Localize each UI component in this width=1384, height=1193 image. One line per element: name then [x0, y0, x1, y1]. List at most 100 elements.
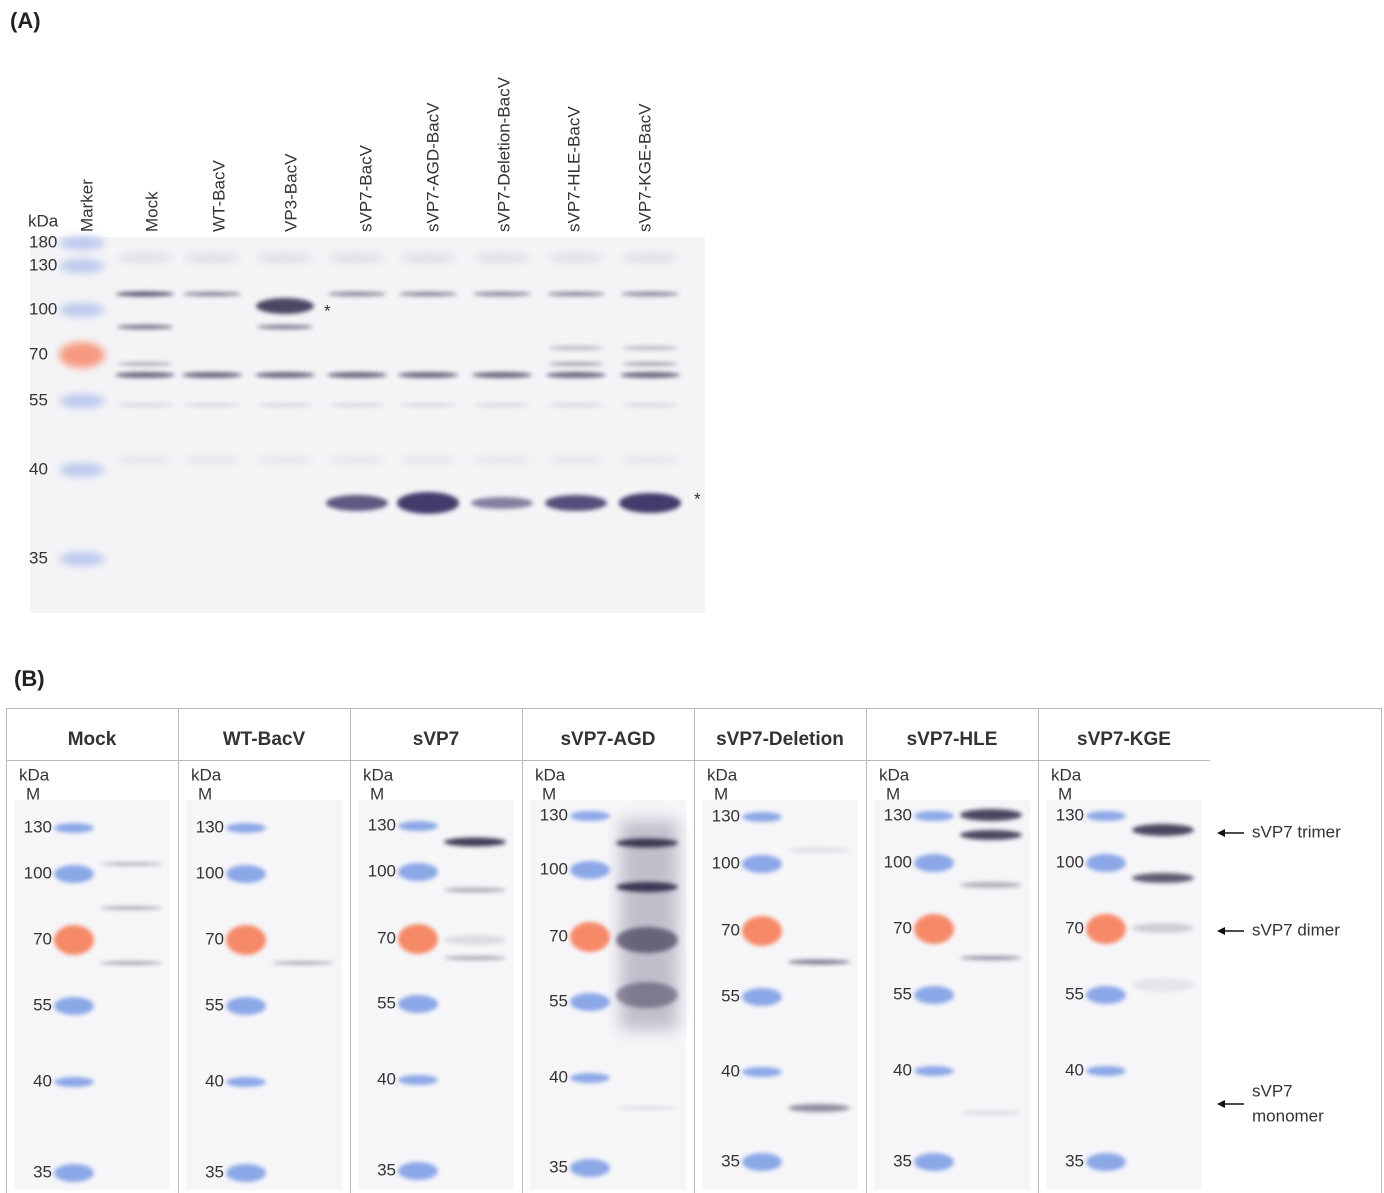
- column-title: sVP7-KGE: [1077, 729, 1171, 750]
- band: [115, 372, 175, 378]
- unit-label: kDa: [879, 765, 910, 784]
- panel-label: (B): [14, 666, 45, 691]
- asterisk: *: [324, 301, 331, 320]
- band: [788, 1104, 850, 1112]
- band: [742, 916, 782, 946]
- band: [444, 956, 506, 960]
- band: [398, 1162, 438, 1180]
- band: [960, 956, 1022, 960]
- column-title: sVP7: [413, 729, 459, 750]
- arrow-head: [1217, 829, 1225, 837]
- marker-label: 100: [368, 861, 396, 880]
- asterisk: *: [694, 489, 701, 508]
- marker-label: 130: [29, 255, 57, 274]
- band: [616, 982, 678, 1008]
- marker-lane-label: M: [542, 784, 556, 803]
- band: [788, 847, 850, 853]
- band: [914, 1153, 954, 1171]
- annotation: monomer: [1252, 1106, 1324, 1125]
- column-title: sVP7-AGD: [560, 729, 655, 750]
- marker-label: 55: [29, 390, 48, 409]
- band: [444, 888, 506, 893]
- marker-label: 70: [1065, 918, 1084, 937]
- band: [545, 495, 607, 511]
- marker-label: 35: [205, 1162, 224, 1181]
- band: [471, 497, 533, 509]
- band: [914, 1066, 954, 1076]
- band: [329, 457, 385, 463]
- marker-label: 40: [33, 1071, 52, 1090]
- band: [1132, 923, 1194, 933]
- band: [622, 346, 678, 350]
- band: [620, 372, 680, 378]
- band: [257, 457, 313, 463]
- band: [1086, 811, 1126, 821]
- band: [54, 997, 94, 1015]
- column-title: sVP7-HLE: [907, 729, 998, 750]
- band: [257, 403, 313, 407]
- marker-label: 70: [893, 918, 912, 937]
- marker-label: 100: [712, 853, 740, 872]
- lane-label: sVP7-BacV: [356, 144, 375, 232]
- lane-label: Marker: [77, 179, 96, 232]
- marker-label: 55: [33, 995, 52, 1014]
- marker-label: 35: [29, 548, 48, 567]
- unit-label: kDa: [28, 211, 59, 230]
- band: [1086, 1153, 1126, 1171]
- marker-label: 40: [893, 1060, 912, 1079]
- band: [616, 882, 678, 892]
- band: [622, 253, 678, 263]
- marker-label: 55: [205, 995, 224, 1014]
- lane-label: sVP7-HLE-BacV: [564, 106, 583, 232]
- band: [398, 863, 438, 881]
- lane-label: WT-BacV: [209, 160, 228, 232]
- band: [329, 253, 385, 263]
- column-title: WT-BacV: [223, 729, 306, 750]
- band: [117, 457, 173, 463]
- marker-label: 55: [549, 991, 568, 1010]
- band: [742, 812, 782, 822]
- band: [226, 823, 266, 833]
- marker-label: 130: [1056, 805, 1084, 824]
- panel-label: (A): [10, 8, 41, 33]
- marker-label: 55: [721, 986, 740, 1005]
- band: [226, 1077, 266, 1087]
- marker-label: 40: [29, 459, 48, 478]
- band: [226, 997, 266, 1015]
- band: [742, 988, 782, 1006]
- band: [616, 927, 678, 953]
- marker-lane-label: M: [26, 784, 40, 803]
- lane-label: VP3-BacV: [281, 153, 300, 232]
- unit-label: kDa: [19, 765, 50, 784]
- band: [226, 865, 266, 883]
- marker-label: 180: [29, 232, 57, 251]
- unit-label: kDa: [363, 765, 394, 784]
- band: [59, 236, 105, 250]
- marker-label: 35: [549, 1157, 568, 1176]
- marker-lane-label: M: [1058, 784, 1072, 803]
- band: [570, 811, 610, 821]
- band: [256, 298, 314, 314]
- band: [960, 830, 1022, 840]
- marker-label: 40: [721, 1061, 740, 1080]
- band: [54, 925, 94, 955]
- marker-label: 100: [540, 859, 568, 878]
- band: [914, 854, 954, 872]
- column-title: sVP7-Deletion: [716, 729, 844, 750]
- band: [257, 325, 313, 330]
- band: [547, 292, 605, 297]
- band: [59, 259, 105, 273]
- band: [59, 394, 105, 408]
- marker-lane-label: M: [886, 784, 900, 803]
- marker-label: 55: [893, 984, 912, 1003]
- band: [914, 811, 954, 821]
- marker-label: 130: [368, 815, 396, 834]
- band: [400, 403, 456, 407]
- band: [184, 253, 240, 263]
- lane-label: sVP7-KGE-BacV: [635, 103, 654, 232]
- band: [1086, 986, 1126, 1004]
- marker-label: 70: [721, 920, 740, 939]
- band: [616, 1107, 678, 1110]
- panel-b: MockkDaM13010070554035WT-BacVkDaM1301007…: [14, 708, 1341, 1193]
- band: [1086, 1066, 1126, 1076]
